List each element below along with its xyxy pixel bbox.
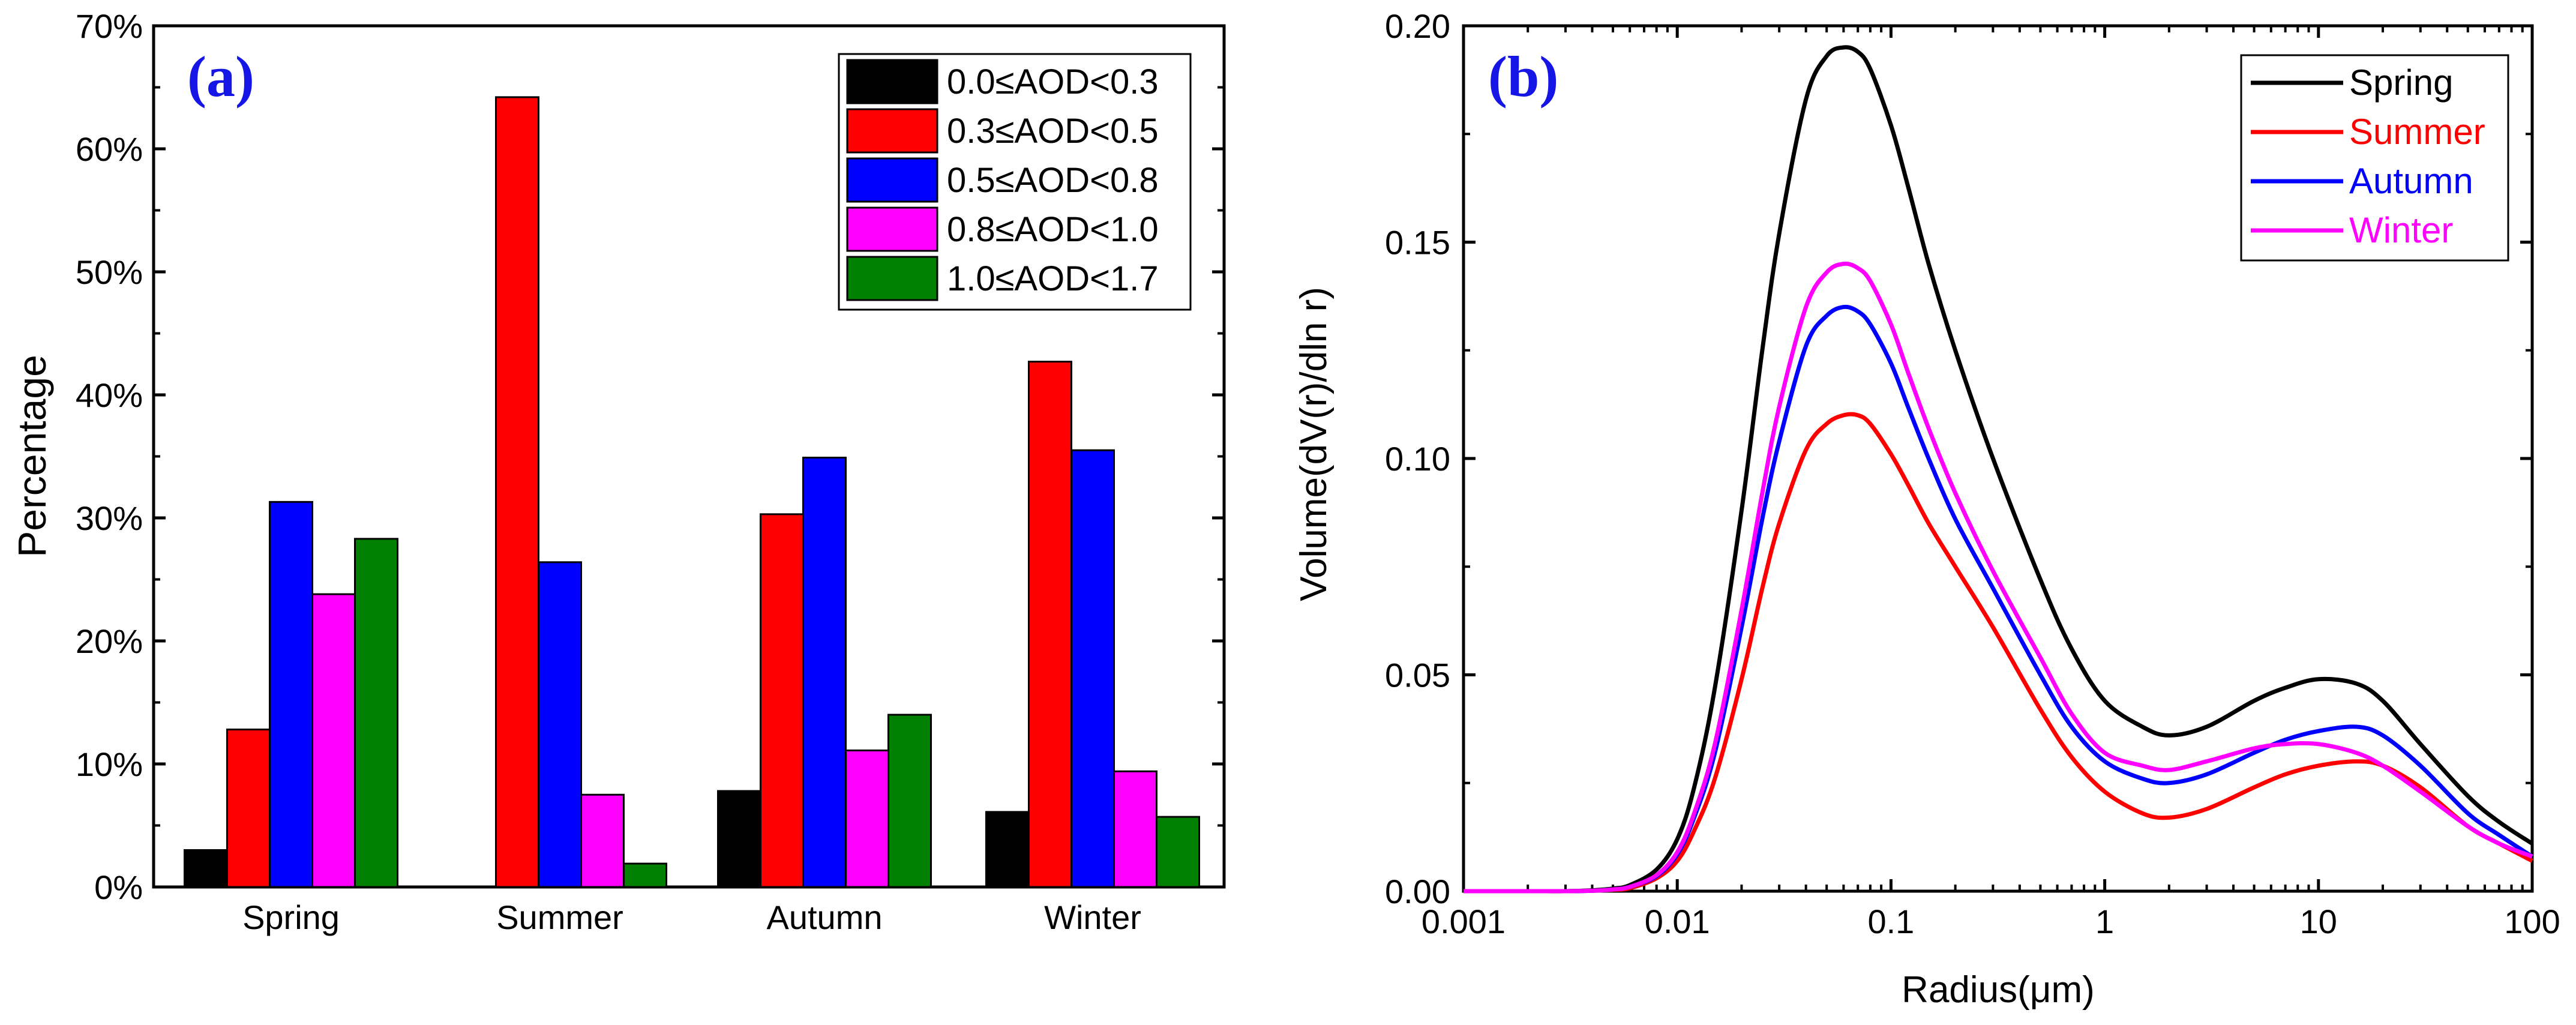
y-tick-label-b: 0.00 — [1385, 873, 1450, 910]
y-tick-label-b: 0.15 — [1385, 224, 1450, 262]
bar — [760, 513, 804, 888]
x-tick-label-b: 0.001 — [1422, 903, 1506, 940]
legend-label-a: 0.8≤AOD<1.0 — [947, 210, 1159, 249]
legend-swatch-a — [846, 108, 938, 154]
legend-a: 0.0≤AOD<0.3 0.3≤AOD<0.5 0.5≤AOD<0.8 0.8≤AOD… — [838, 53, 1192, 311]
x-tick-label-a: Spring — [242, 898, 340, 936]
y-tick-label-a: 60% — [76, 130, 143, 168]
bar — [269, 500, 313, 888]
panel-a-bar-chart: 0% 10% 20% 30% 40% 50% 60% 70% Spring Summer Autu… — [10, 7, 1226, 936]
y-tick-label-b: 0.20 — [1385, 7, 1450, 45]
legend-swatch-a — [846, 59, 938, 104]
bar — [538, 561, 582, 888]
legend-label-a: 0.5≤AOD<0.8 — [947, 161, 1159, 200]
legend-label-b: Spring — [2349, 62, 2453, 103]
x-tick-label-b: 10 — [2300, 903, 2337, 940]
y-axis-label-a: Percentage — [10, 355, 54, 558]
x-tick-label-a: Autumn — [767, 898, 883, 936]
x-tick-label-b: 0.01 — [1645, 903, 1710, 940]
legend-label-b: Winter — [2349, 210, 2453, 250]
legend-label-a: 1.0≤AOD<1.7 — [947, 259, 1159, 298]
legend-box-b — [2240, 54, 2509, 262]
bar — [623, 862, 667, 888]
y-tick-label-a: 50% — [76, 253, 143, 291]
legend-swatch-a — [846, 206, 938, 252]
y-tick-label-a: 30% — [76, 499, 143, 537]
bar — [184, 849, 228, 888]
x-axis-label-b: Radius(μm) — [1902, 969, 2095, 1011]
bar — [985, 811, 1030, 888]
bar — [580, 793, 625, 888]
series-line — [1463, 304, 2533, 894]
legend-label-a: 0.3≤AOD<0.5 — [947, 112, 1159, 151]
y-axis-label-b: Volume(dV(r)/dln r) — [1293, 287, 1335, 601]
x-tick-label-b: 1 — [2095, 903, 2114, 940]
legend-swatch-a — [846, 256, 938, 301]
x-tick-label-a: Summer — [496, 898, 623, 936]
bar — [717, 790, 761, 888]
bar — [1156, 816, 1200, 888]
x-tick-label-a: Winter — [1044, 898, 1141, 936]
bar — [354, 538, 398, 888]
y-tick-label-b: 0.05 — [1385, 657, 1450, 694]
y-tick-label-a: 0% — [94, 868, 143, 906]
series-line — [1463, 45, 2533, 894]
bar — [802, 457, 847, 888]
y-tick-label-a: 10% — [76, 745, 143, 783]
y-tick-label-a: 20% — [76, 622, 143, 660]
bar — [887, 714, 932, 888]
bar — [1113, 770, 1157, 888]
x-tick-label-b: 100 — [2504, 903, 2560, 940]
bar — [845, 749, 889, 888]
x-tick-label-b: 0.1 — [1867, 903, 1914, 940]
series-line — [1463, 412, 2533, 894]
legend-label-b: Autumn — [2349, 161, 2473, 201]
y-tick-label-b: 0.10 — [1385, 440, 1450, 478]
y-tick-label-a: 70% — [76, 7, 143, 45]
bar — [1028, 361, 1072, 888]
panel-label-b: (b) — [1488, 44, 1558, 109]
legend-label-a: 0.0≤AOD<0.3 — [947, 62, 1159, 101]
bar — [226, 729, 271, 888]
bar — [1070, 449, 1115, 888]
bar — [495, 96, 539, 888]
panel-label-a: (a) — [187, 44, 254, 109]
legend-swatch-a — [846, 157, 938, 203]
y-tick-label-a: 40% — [76, 376, 143, 414]
legend-b: Spring Summer Autumn Winter — [2240, 54, 2509, 262]
legend-label-b: Summer — [2349, 112, 2485, 152]
series-line — [1463, 261, 2533, 894]
panel-b-line-chart: 0.000.050.100.150.20 0.001 0.01 0.1 1 10 100 … — [1293, 7, 2560, 1011]
bar — [311, 593, 356, 888]
